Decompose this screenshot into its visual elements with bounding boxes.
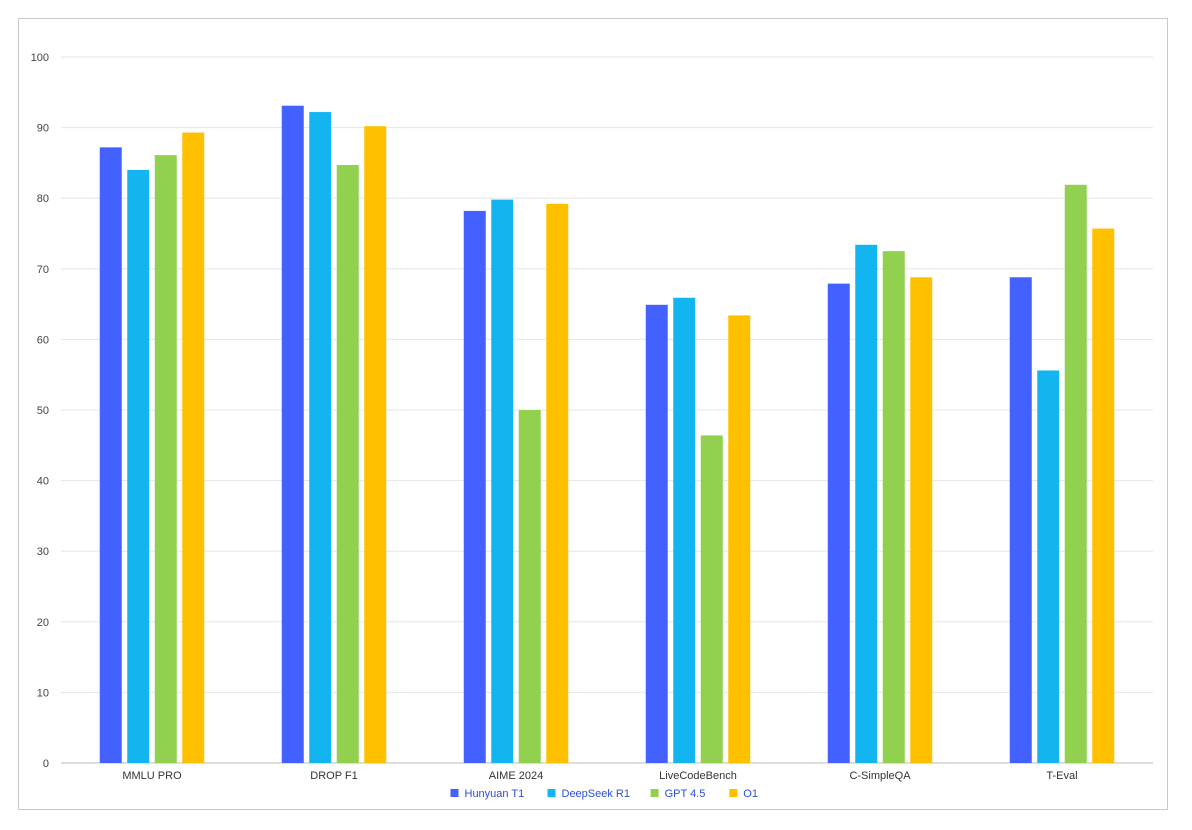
bar-gpt-4-5-mmlu-pro — [154, 155, 177, 763]
x-tick-label: LiveCodeBench — [659, 770, 737, 782]
bar-deepseek-r1-mmlu-pro — [127, 169, 150, 763]
bar-chart: 0 10 20 30 40 50 60 70 80 90 100 MMLU PRO DROP F1 AI… — [31, 52, 1153, 800]
bar-o1-drop-f1 — [364, 126, 387, 764]
legend-swatch — [650, 789, 659, 797]
bar-o1-livecodebench — [728, 315, 751, 763]
y-axis: 0 10 20 30 40 50 60 70 80 90 100 — [31, 52, 49, 770]
bars — [99, 105, 1115, 764]
y-tick-label: 80 — [37, 193, 49, 205]
legend-swatch — [450, 789, 459, 797]
bar-gpt-4-5-t-eval — [1064, 184, 1087, 763]
gridlines — [61, 56, 1153, 764]
bar-o1-aime-2024 — [546, 203, 569, 763]
x-tick-label: DROP F1 — [310, 770, 357, 782]
y-tick-label: 60 — [37, 334, 49, 346]
legend: Hunyuan T1 DeepSeek R1 GPT 4.5 O1 — [450, 788, 758, 800]
bar-gpt-4-5-livecodebench — [700, 435, 723, 763]
y-tick-label: 90 — [37, 123, 49, 135]
bar-o1-mmlu-pro — [182, 132, 205, 763]
y-tick-label: 0 — [43, 758, 49, 770]
bar-deepseek-r1-aime-2024 — [491, 199, 514, 763]
bar-hunyuan-t1-t-eval — [1009, 277, 1032, 763]
x-tick-label: MMLU PRO — [122, 770, 182, 782]
chart-frame: 0 10 20 30 40 50 60 70 80 90 100 MMLU PRO DROP F1 AI… — [18, 18, 1168, 810]
y-tick-label: 70 — [37, 264, 49, 276]
x-tick-label: T-Eval — [1046, 770, 1077, 782]
bar-deepseek-r1-livecodebench — [673, 297, 696, 763]
bar-hunyuan-t1-mmlu-pro — [99, 147, 122, 764]
y-tick-label: 50 — [37, 405, 49, 417]
y-tick-label: 100 — [31, 52, 49, 64]
x-tick-label: C-SimpleQA — [849, 770, 911, 782]
bar-o1-c-simpleqa — [910, 277, 933, 763]
bar-o1-t-eval — [1092, 228, 1115, 764]
bar-deepseek-r1-c-simpleqa — [855, 244, 878, 763]
bar-gpt-4-5-c-simpleqa — [882, 251, 905, 763]
legend-label: GPT 4.5 — [665, 788, 706, 800]
legend-label: DeepSeek R1 — [562, 788, 631, 800]
x-axis: MMLU PRO DROP F1 AIME 2024 LiveCodeBench C-S… — [122, 770, 1077, 782]
bar-gpt-4-5-aime-2024 — [518, 410, 541, 763]
y-tick-label: 10 — [37, 687, 49, 699]
legend-swatch — [547, 789, 556, 797]
legend-label: O1 — [743, 788, 758, 800]
bar-deepseek-r1-t-eval — [1037, 370, 1060, 763]
legend-label: Hunyuan T1 — [465, 788, 525, 800]
bar-gpt-4-5-drop-f1 — [336, 165, 359, 763]
bar-hunyuan-t1-drop-f1 — [281, 105, 304, 764]
bar-hunyuan-t1-c-simpleqa — [827, 283, 850, 763]
bar-deepseek-r1-drop-f1 — [309, 112, 332, 764]
legend-swatch — [729, 789, 738, 797]
bar-hunyuan-t1-livecodebench — [645, 304, 668, 763]
y-tick-label: 20 — [37, 617, 49, 629]
y-tick-label: 40 — [37, 476, 49, 488]
x-tick-label: AIME 2024 — [489, 770, 543, 782]
y-tick-label: 30 — [37, 546, 49, 558]
bar-hunyuan-t1-aime-2024 — [463, 210, 486, 763]
